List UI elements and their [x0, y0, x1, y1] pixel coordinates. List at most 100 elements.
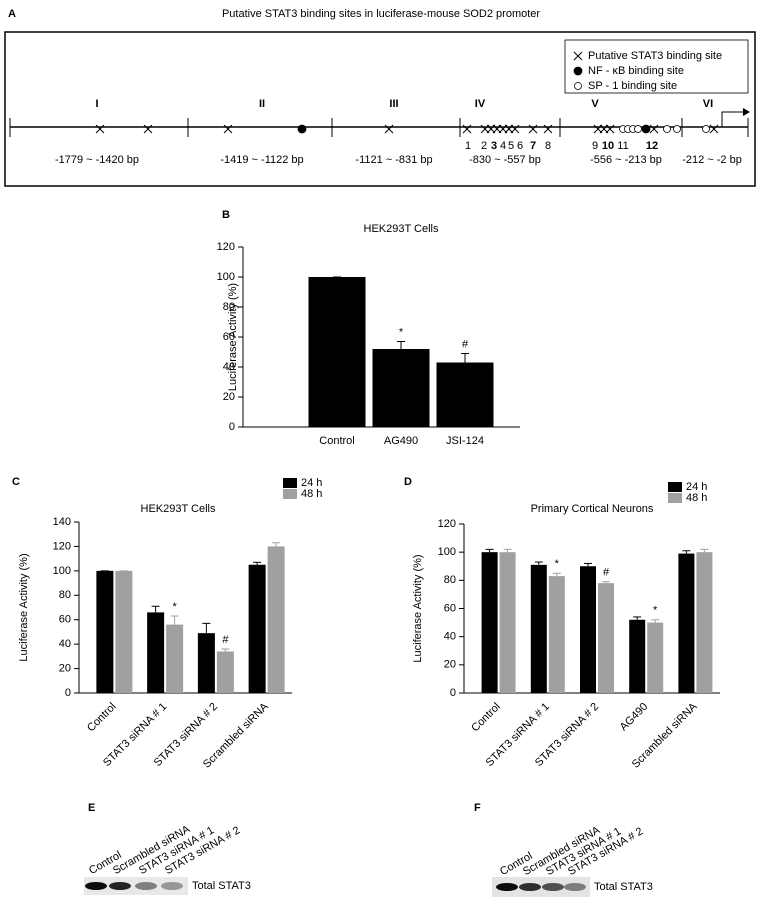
bar	[216, 651, 234, 693]
stat3-site	[143, 124, 153, 134]
legend-swatch	[668, 482, 682, 492]
legend-label: SP - 1 binding site	[588, 80, 677, 92]
diagram-title: Putative STAT3 binding sites in lucifera…	[222, 8, 540, 20]
legend-label: 48 h	[301, 488, 322, 500]
chart-title: HEK293T Cells	[141, 503, 216, 515]
legend-swatch	[668, 493, 682, 503]
stat3-site	[384, 124, 394, 134]
y-tick-label: 40	[223, 361, 235, 373]
site-number: 9	[592, 140, 598, 152]
stat3-site	[223, 124, 233, 134]
site-number: 8	[545, 140, 551, 152]
significance-mark: *	[399, 326, 404, 338]
bar	[248, 564, 266, 693]
chart-title: HEK293T Cells	[364, 223, 439, 235]
legend-swatch	[283, 478, 297, 488]
legend-label: Putative STAT3 binding site	[588, 50, 722, 62]
y-tick-label: 60	[59, 614, 71, 626]
site-number: 1	[465, 140, 471, 152]
stat3-site	[528, 124, 538, 134]
site-number: 10	[602, 140, 614, 152]
y-tick-label: 20	[444, 659, 456, 671]
bar	[166, 624, 184, 693]
y-tick-label: 40	[59, 638, 71, 650]
site-number: 2	[481, 140, 487, 152]
y-tick-label: 40	[444, 631, 456, 643]
bar	[629, 619, 646, 693]
bar	[499, 552, 516, 693]
stat3-site	[649, 124, 659, 134]
site-number: 11	[617, 140, 628, 152]
y-tick-label: 80	[59, 589, 71, 601]
sp1-site	[574, 82, 582, 90]
y-tick-label: 80	[444, 574, 456, 586]
bar	[530, 564, 547, 693]
y-tick-label: 0	[229, 421, 235, 433]
stat3-site	[462, 124, 472, 134]
panel-letter: A	[8, 8, 16, 20]
blot-band	[85, 882, 107, 890]
panel-letter: D	[404, 476, 412, 488]
site-number: 12	[646, 140, 658, 152]
panel-letter: B	[222, 209, 230, 221]
blot-e	[84, 877, 188, 895]
region-label: II	[259, 98, 265, 110]
y-axis-label: Luciferase Activity (%)	[18, 553, 30, 661]
legend-label: 24 h	[686, 481, 707, 493]
y-tick-label: 120	[53, 540, 71, 552]
legend-label: NF - κB binding site	[588, 65, 684, 77]
panel-a-frame	[4, 31, 756, 187]
y-tick-label: 80	[223, 301, 235, 313]
bar	[696, 552, 713, 693]
site-number: 4	[500, 140, 506, 152]
region-range: -1779 ~ -1420 bp	[55, 154, 139, 166]
sp1-site	[673, 125, 681, 133]
y-tick-label: 0	[65, 687, 71, 699]
legend-label: 48 h	[686, 492, 707, 504]
blot-band	[496, 883, 518, 891]
blot-band	[135, 882, 157, 890]
tss-arrow	[721, 111, 743, 127]
y-tick-label: 140	[53, 516, 71, 528]
y-tick-label: 0	[450, 687, 456, 699]
significance-mark: #	[222, 634, 229, 646]
y-tick-label: 20	[59, 662, 71, 674]
stat3-site	[709, 124, 719, 134]
nfkb-site	[641, 124, 651, 134]
blot-label: Total STAT3	[594, 881, 653, 893]
y-axis-label: Luciferase Activity (%)	[227, 283, 239, 391]
y-tick-label: 120	[438, 518, 456, 530]
bar	[598, 583, 614, 693]
nfkb-site	[573, 66, 583, 76]
bar	[481, 552, 498, 693]
blot-band	[161, 882, 183, 890]
stat3-site	[510, 124, 520, 134]
legend-swatch	[283, 489, 297, 499]
x-tick-label: AG490	[384, 435, 418, 447]
region-range: -212 ~ -2 bp	[682, 154, 742, 166]
chart-title: Primary Cortical Neurons	[531, 503, 654, 515]
region-range: -1121 ~ -831 bp	[355, 154, 432, 166]
nfkb-site	[297, 124, 307, 134]
region-label: IV	[475, 98, 486, 110]
y-tick-label: 120	[217, 241, 235, 253]
y-axis-label: Luciferase Activity (%)	[412, 554, 424, 662]
bar	[267, 546, 285, 693]
x-tick-label: JSI-124	[446, 435, 484, 447]
stat3-site	[543, 124, 553, 134]
y-tick-label: 60	[444, 602, 456, 614]
stat3-site	[573, 51, 583, 61]
bar	[372, 349, 430, 427]
region-range: -556 ~ -213 bp	[590, 154, 662, 166]
panel-letter: F	[474, 802, 481, 814]
y-tick-label: 20	[223, 391, 235, 403]
bar	[580, 566, 596, 693]
site-number: 7	[530, 140, 536, 152]
region-range: -1419 ~ -1122 bp	[220, 154, 303, 166]
y-tick-label: 100	[438, 546, 456, 558]
blot-band	[109, 882, 131, 890]
significance-mark: *	[172, 601, 177, 613]
sp1-site	[663, 125, 671, 133]
